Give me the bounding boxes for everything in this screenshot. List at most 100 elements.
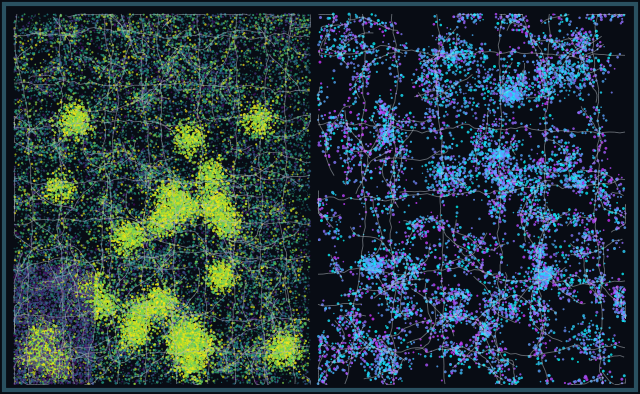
Point xyxy=(222,201,232,207)
Point xyxy=(376,108,386,115)
Point xyxy=(59,141,69,147)
Point xyxy=(58,62,68,69)
Point xyxy=(22,190,33,197)
Point xyxy=(490,138,500,145)
Point xyxy=(150,285,160,291)
Point xyxy=(61,265,72,271)
Point xyxy=(108,340,118,346)
Point xyxy=(15,65,26,71)
Point xyxy=(568,53,579,59)
Point xyxy=(54,221,64,228)
Point xyxy=(35,169,45,175)
Point xyxy=(160,62,170,68)
Point xyxy=(134,225,144,231)
Point xyxy=(415,214,426,220)
Point xyxy=(278,254,288,260)
Point xyxy=(159,144,170,150)
Point xyxy=(348,121,358,127)
Point xyxy=(40,363,51,369)
Point xyxy=(116,362,127,368)
Point xyxy=(76,134,86,141)
Point xyxy=(178,336,188,342)
Point xyxy=(163,218,173,225)
Point xyxy=(137,164,147,170)
Point xyxy=(85,202,95,208)
Point xyxy=(196,94,206,100)
Point xyxy=(160,270,170,277)
Point xyxy=(61,361,72,367)
Point xyxy=(77,295,87,301)
Point xyxy=(73,102,83,108)
Point xyxy=(47,299,57,305)
Point xyxy=(271,341,282,347)
Point xyxy=(214,216,225,222)
Point xyxy=(211,346,221,352)
Point xyxy=(508,142,518,148)
Point xyxy=(29,307,40,314)
Point xyxy=(63,333,74,339)
Point xyxy=(250,324,260,330)
Point xyxy=(467,314,477,321)
Point xyxy=(37,223,47,230)
Point xyxy=(250,156,260,162)
Point xyxy=(140,296,150,302)
Point xyxy=(511,93,522,99)
Point xyxy=(251,367,261,374)
Point xyxy=(88,20,98,26)
Point xyxy=(155,194,165,200)
Point xyxy=(293,356,303,362)
Point xyxy=(141,312,152,319)
Point xyxy=(390,78,401,85)
Point xyxy=(255,356,266,362)
Point xyxy=(560,324,570,331)
Point xyxy=(180,202,191,208)
Point xyxy=(34,339,44,346)
Point xyxy=(63,77,73,84)
Point xyxy=(173,335,183,341)
Point xyxy=(72,344,83,351)
Point xyxy=(143,181,154,188)
Point xyxy=(509,296,519,303)
Point xyxy=(276,20,287,27)
Point xyxy=(49,199,59,206)
Point xyxy=(183,368,193,375)
Point xyxy=(389,170,399,176)
Point xyxy=(225,80,235,87)
Point xyxy=(304,167,314,173)
Point xyxy=(126,333,136,339)
Point xyxy=(54,318,65,325)
Point xyxy=(141,327,151,333)
Point xyxy=(73,349,83,356)
Point xyxy=(321,231,331,237)
Point xyxy=(171,83,181,89)
Point xyxy=(248,276,259,282)
Point xyxy=(170,316,180,323)
Point xyxy=(181,31,191,37)
Point xyxy=(141,316,152,322)
Point xyxy=(14,364,24,370)
Point xyxy=(118,273,128,279)
Point xyxy=(60,120,70,126)
Point xyxy=(88,362,98,369)
Point xyxy=(397,255,408,261)
Point xyxy=(215,206,225,212)
Point xyxy=(200,61,211,68)
Point xyxy=(51,198,61,204)
Point xyxy=(56,13,67,19)
Point xyxy=(283,89,293,95)
Point xyxy=(95,168,105,174)
Point xyxy=(270,205,280,211)
Point xyxy=(134,251,145,257)
Point xyxy=(65,270,75,276)
Point xyxy=(277,290,287,296)
Point xyxy=(255,361,266,367)
Point xyxy=(332,315,342,322)
Point xyxy=(53,61,63,68)
Point xyxy=(86,287,97,294)
Point xyxy=(204,338,214,344)
Point xyxy=(95,302,106,309)
Point xyxy=(114,228,124,234)
Point xyxy=(267,142,277,149)
Point xyxy=(142,281,152,288)
Point xyxy=(115,124,125,130)
